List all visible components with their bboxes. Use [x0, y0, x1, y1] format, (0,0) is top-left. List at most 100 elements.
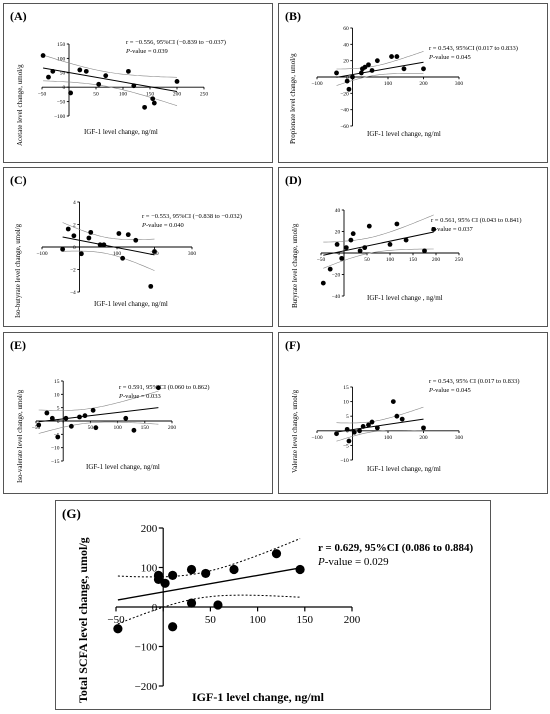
ci-band-upper	[62, 222, 155, 241]
y-axis-label: Total SCFA level change, umol/g	[76, 537, 90, 703]
x-tick-label: −50	[32, 425, 41, 431]
data-point	[362, 64, 368, 70]
panel-f: (F) −100 100 200 300 −10 −5 0 5 10 15 r = 0.543, …	[278, 332, 548, 494]
x-tick-label: 100	[113, 251, 122, 257]
x-tick-label: 200	[432, 257, 441, 263]
y-tick-label: 0	[338, 251, 341, 257]
p-label: P	[142, 222, 146, 229]
data-point	[133, 237, 139, 243]
data-point	[77, 67, 83, 73]
data-point	[120, 255, 126, 261]
ci-band-lower	[62, 250, 155, 271]
stat-text: r = −0.553, 95%CI (−0.838 to −0.032) P-v…	[142, 212, 242, 230]
data-point	[360, 424, 366, 429]
ci-band-upper	[43, 54, 178, 78]
x-tick-label: 300	[188, 251, 197, 257]
x-tick-label: 50	[364, 257, 370, 263]
y-tick-label: −200	[135, 681, 158, 693]
data-point	[334, 431, 339, 437]
data-point	[101, 242, 107, 248]
y-tick-label: 2	[73, 222, 76, 228]
x-tick-label: 200	[344, 614, 361, 626]
data-point	[131, 427, 137, 433]
y-tick-label: 15	[343, 385, 349, 391]
regression-line	[38, 407, 159, 423]
data-point	[394, 54, 400, 59]
x-tick-label: 100	[386, 257, 395, 263]
data-point	[421, 66, 426, 72]
data-point	[116, 231, 122, 236]
y-tick-label: 20	[343, 59, 349, 65]
data-point	[346, 438, 352, 444]
p-value-text: P-value = 0.039	[126, 47, 226, 56]
p-value-text: P-value = 0.045	[429, 53, 518, 62]
data-point	[357, 248, 363, 254]
panel-g: (G) −50 50 100 150 200 −200 −100 0 100 200 r = 0.…	[55, 500, 491, 710]
p-value: -value = 0.045	[432, 54, 471, 61]
data-point	[357, 428, 362, 434]
y-axis-label: Iso-valerate level change, umol/g	[16, 389, 24, 483]
data-point	[295, 564, 305, 575]
x-tick-label: 100	[119, 91, 128, 97]
data-point	[422, 248, 427, 254]
data-point	[142, 104, 148, 110]
y-tick-label: 0	[63, 85, 66, 91]
data-point	[97, 242, 103, 248]
y-tick-label: −2	[70, 267, 76, 273]
data-point	[374, 58, 380, 64]
y-tick-label: 150	[57, 42, 66, 48]
x-tick-label: 150	[141, 425, 150, 431]
x-tick-label: 100	[249, 614, 266, 626]
data-point	[49, 415, 55, 421]
data-point	[156, 385, 161, 391]
y-tick-label: −40	[340, 108, 349, 114]
data-point	[123, 415, 129, 421]
correlation-text: r = 0.629, 95%CI (0.086 to 0.884)	[318, 542, 474, 554]
y-tick-label: 20	[335, 229, 341, 235]
data-point	[339, 255, 345, 261]
ci-band-upper	[336, 51, 424, 70]
p-value: -value = 0.037	[434, 226, 473, 233]
x-tick-label: 50	[88, 425, 94, 431]
data-point	[403, 237, 409, 243]
data-point	[334, 242, 340, 247]
p-label: P	[431, 226, 435, 233]
regression-line	[336, 61, 424, 78]
panel-label: (D)	[285, 173, 302, 187]
data-point	[327, 266, 333, 272]
ci-band-lower	[38, 421, 159, 434]
data-point	[126, 68, 131, 74]
data-point	[86, 235, 92, 241]
x-axis-label: IGF-1 level change, ng/ml	[84, 128, 158, 136]
stat-text: r = 0.543, 95% CI (0.017 to 0.833) P-val…	[429, 377, 520, 395]
data-point	[36, 422, 42, 428]
scatter-plot: −100 100 200 300 −4 −2 0 2 4	[36, 200, 197, 296]
y-tick-label: −20	[340, 91, 349, 97]
regression-line	[42, 67, 178, 93]
correlation-text: r = −0.553, 95%CI (−0.838 to −0.032)	[142, 213, 242, 220]
data-point	[131, 83, 137, 89]
p-value: -value = 0.040	[145, 222, 184, 229]
stat-text: r = −0.556, 95%CI (−0.839 to −0.037) P-v…	[126, 38, 226, 56]
y-tick-label: −40	[332, 294, 341, 300]
regression-line	[117, 567, 301, 601]
y-tick-label: 0	[57, 419, 60, 425]
stat-text: r = 0.591, 95% CI (0.060 to 0.862) P-val…	[119, 383, 210, 401]
p-value: -value = 0.045	[432, 387, 471, 394]
data-point	[394, 413, 400, 419]
panel-b: (B) −100 100 200 300 −60 −40 −20 0 20 40 60 r = 0.…	[278, 3, 548, 163]
data-point	[271, 549, 282, 559]
stat-text: r = 0.561, 95% CI (0.043 to 0.841) P-val…	[431, 216, 522, 234]
data-point	[186, 598, 197, 608]
data-point	[125, 232, 131, 238]
y-tick-label: −100	[135, 641, 158, 653]
data-point	[82, 413, 88, 419]
x-tick-label: −100	[311, 81, 323, 87]
x-tick-label: 200	[168, 425, 177, 431]
data-point	[68, 90, 74, 96]
y-axis-label: Acetate level change, umol/g	[16, 64, 24, 146]
p-value: -value = 0.033	[122, 393, 161, 400]
data-point	[374, 425, 380, 431]
y-tick-label: 0	[346, 429, 349, 435]
